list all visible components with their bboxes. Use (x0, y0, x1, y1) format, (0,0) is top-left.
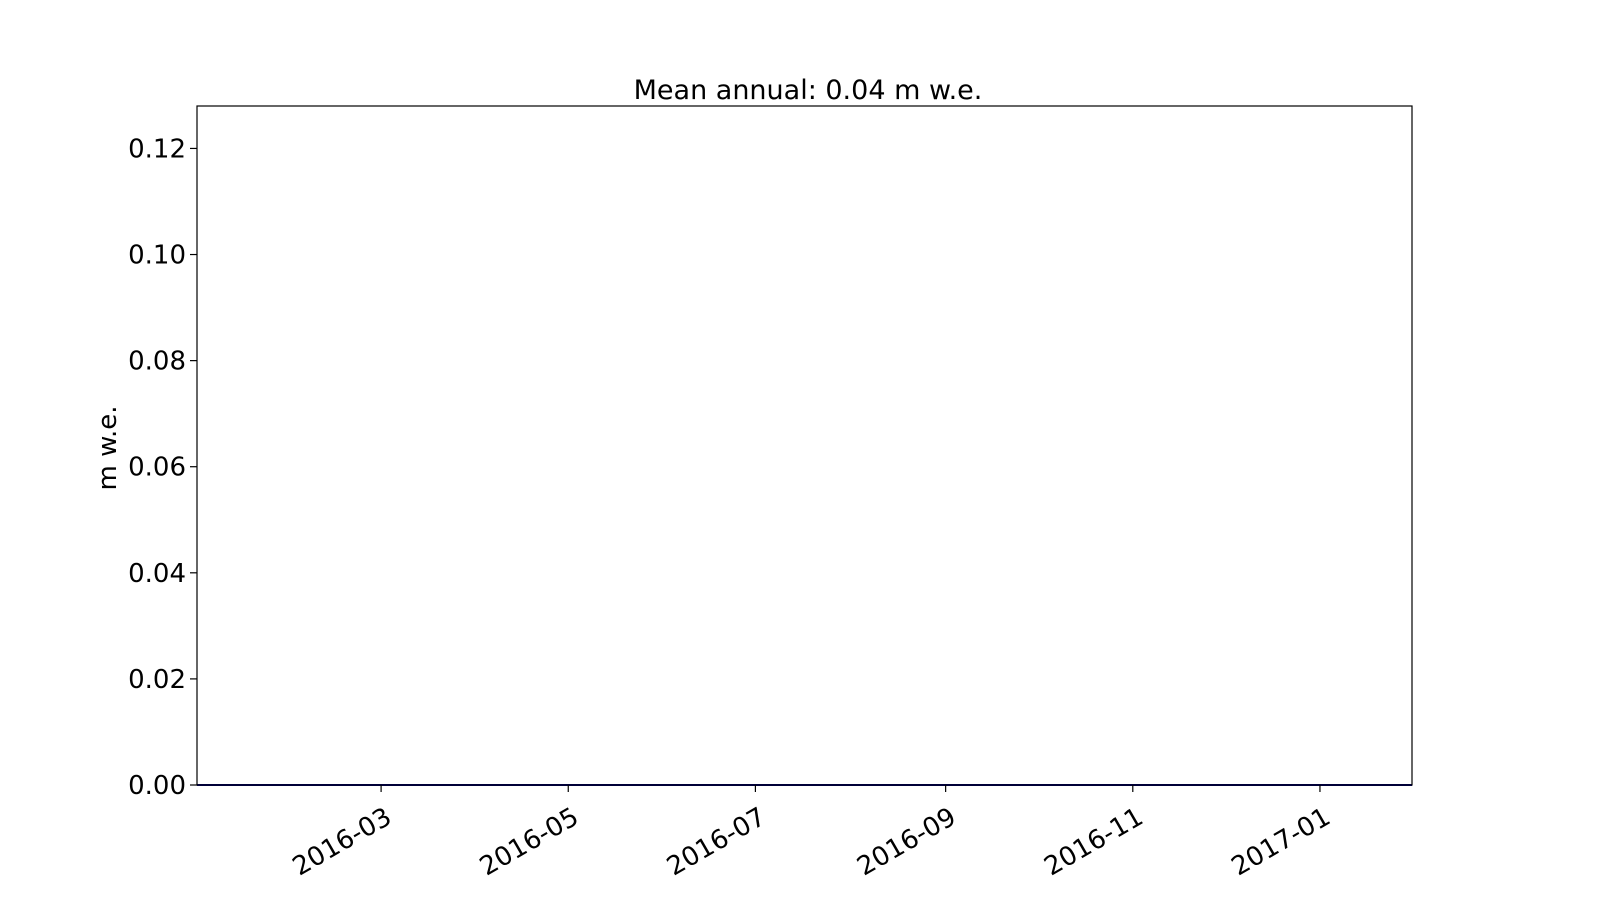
y-tick-label: 0.12 (128, 134, 186, 164)
chart-title: Mean annual: 0.04 m w.e. (634, 75, 983, 106)
y-tick-label: 0.10 (128, 241, 186, 271)
y-tick-label: 0.02 (128, 665, 186, 695)
y-ticks: 0.00 0.02 0.04 0.06 0.08 0.10 0.12 (128, 134, 197, 801)
y-axis-label: m w.e. (93, 406, 123, 491)
y-tick-label: 0.00 (128, 771, 186, 801)
y-tick-label: 0.06 (128, 453, 186, 483)
y-tick-label: 0.08 (128, 347, 186, 377)
plot-frame (196, 105, 1413, 786)
y-tick-label: 0.04 (128, 559, 186, 589)
